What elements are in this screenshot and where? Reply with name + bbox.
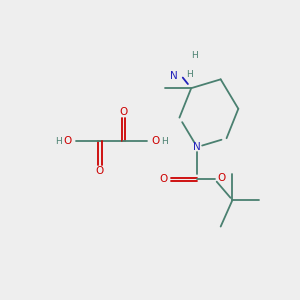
Text: H: H (186, 70, 193, 80)
Text: N: N (170, 71, 178, 81)
Text: O: O (217, 173, 225, 183)
Text: H: H (191, 51, 197, 60)
Text: N: N (193, 142, 201, 152)
Text: O: O (159, 174, 167, 184)
Text: O: O (152, 136, 160, 146)
Text: H: H (161, 137, 168, 146)
Text: H: H (55, 137, 62, 146)
Text: O: O (64, 136, 72, 146)
Text: O: O (96, 166, 104, 176)
Text: O: O (119, 107, 128, 117)
